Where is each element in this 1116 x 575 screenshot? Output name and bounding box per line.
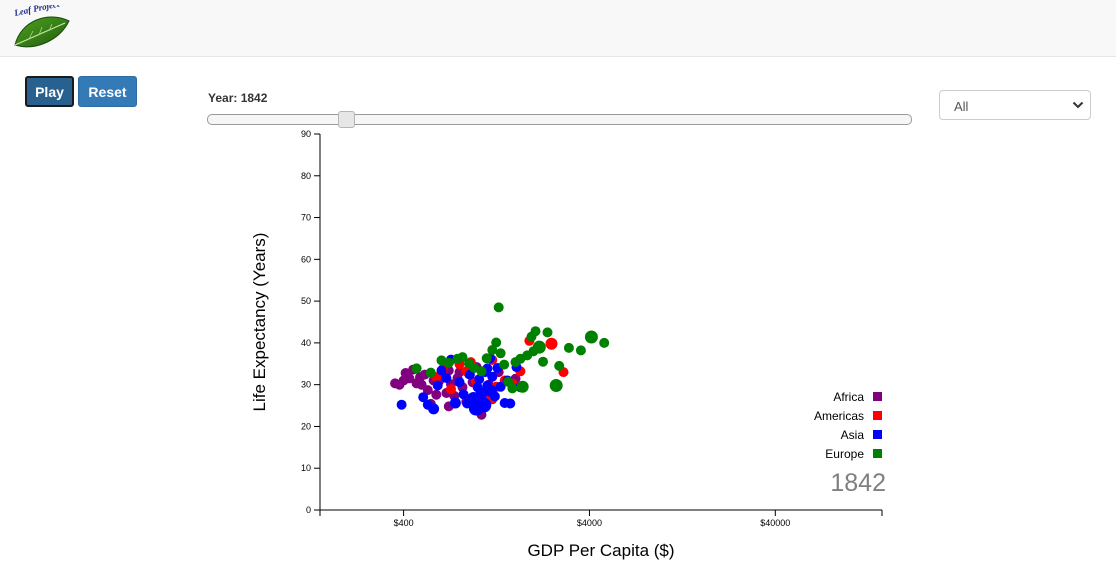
year-slider-handle[interactable] [337,111,355,128]
data-point-africa [422,385,433,396]
data-point-europe [549,379,563,392]
data-point-europe [499,359,510,370]
x-tick-label: $4000 [577,518,602,528]
data-point-europe [495,348,506,359]
y-tick-label: 10 [301,463,311,473]
data-point-europe [476,366,487,377]
data-point-asia [475,387,488,400]
data-point-asia [428,403,440,415]
chevron-down-icon [1072,101,1084,109]
legend-label-africa: Africa [833,390,864,404]
year-overlay-label: 1842 [830,469,886,497]
data-point-asia [454,377,465,388]
data-point-europe [481,353,492,364]
continent-select[interactable]: All [939,90,1091,120]
data-point-europe [563,342,574,353]
data-point-europe [411,363,422,374]
y-tick-label: 30 [301,380,311,390]
navbar: Leaf Project [0,0,1116,57]
legend-label-americas: Americas [814,409,864,423]
data-point-asia [432,380,443,391]
legend-label-europe: Europe [825,447,864,461]
data-point-europe [538,356,548,367]
data-point-asia [449,397,461,409]
y-axis-title: Life Expectancy (Years) [250,233,269,412]
data-point-asia [505,398,516,409]
y-tick-label: 20 [301,421,311,431]
legend-swatch-africa [873,392,882,401]
data-point-asia [418,392,429,403]
reset-button[interactable]: Reset [78,76,137,107]
data-point-africa [404,373,415,384]
y-tick-label: 50 [301,296,311,306]
legend-swatch-europe [873,449,882,458]
data-point-americas [446,384,456,395]
legend-swatch-americas [873,411,882,420]
data-point-europe [487,345,498,355]
x-tick-label: $400 [394,518,414,528]
data-point-asia [484,384,497,397]
y-tick-label: 90 [301,129,311,139]
y-tick-label: 70 [301,213,311,223]
data-point-asia [441,373,452,383]
data-point-europe [516,380,529,393]
leaf-logo-icon[interactable]: Leaf Project [11,5,72,51]
play-button[interactable]: Play [25,76,74,107]
data-point-europe [491,337,502,348]
data-point-europe [507,383,518,394]
data-point-europe [425,367,436,378]
y-tick-label: 0 [306,505,311,515]
data-point-europe [584,330,598,344]
y-tick-label: 60 [301,254,311,264]
data-point-asia [436,365,447,376]
x-axis-title: GDP Per Capita ($) [527,541,674,560]
data-point-europe [530,326,541,337]
data-point-europe [493,302,504,313]
data-point-asia [495,381,506,392]
data-point-asia [396,399,407,410]
data-point-europe [599,337,610,348]
year-slider[interactable] [207,111,912,128]
data-point-asia [458,389,469,400]
data-point-asia [472,405,483,416]
continent-select-value: All [954,99,969,114]
y-tick-label: 80 [301,171,311,181]
year-label: Year: 1842 [208,91,268,105]
x-tick-label: $40000 [760,518,790,528]
data-point-americas [545,337,558,350]
legend-label-asia: Asia [841,428,865,442]
data-point-europe [554,360,565,371]
data-point-europe [575,345,586,356]
data-point-europe [532,340,546,354]
y-tick-label: 40 [301,338,311,348]
data-point-europe [542,327,553,338]
data-point-asia [487,371,498,382]
legend-swatch-asia [873,430,882,439]
data-point-europe [457,352,468,363]
data-point-africa [431,389,442,400]
data-point-asia [474,374,485,385]
data-point-europe [443,357,454,368]
